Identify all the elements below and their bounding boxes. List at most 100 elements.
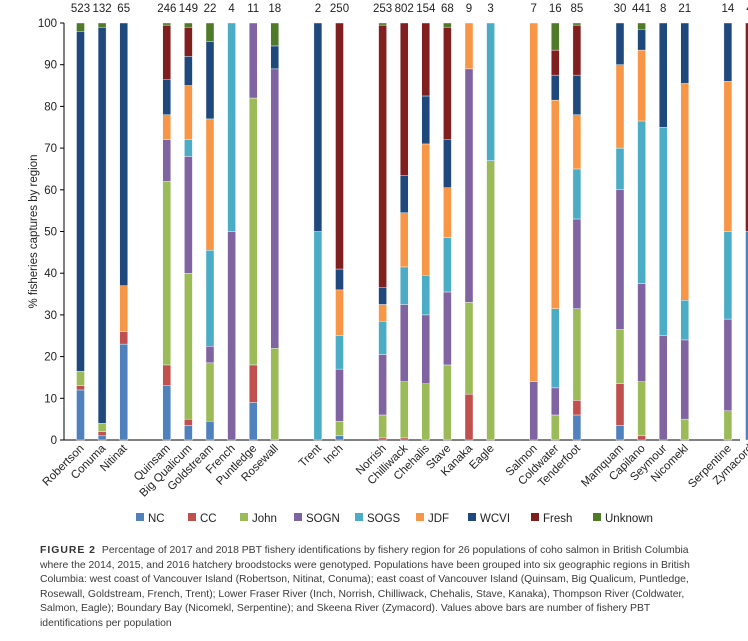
bar-segment-john <box>637 381 646 437</box>
legend-swatch <box>593 513 601 521</box>
bar-segment-sogn <box>529 381 538 441</box>
bar-segment-nc <box>335 435 344 441</box>
bar-segment-sogs <box>637 120 646 284</box>
bar-segment-sogn <box>464 68 474 303</box>
legend-label: SOGN <box>306 513 340 525</box>
bar-segment-wcvi <box>76 31 85 372</box>
bar-segment-fresh <box>162 24 172 80</box>
bar-segment-sogs <box>313 231 323 441</box>
x-tick-label: Inch <box>322 443 346 467</box>
legend-label: SOGS <box>367 513 401 525</box>
bar-segment-sogs <box>680 300 689 341</box>
bar-segment-fresh <box>184 26 193 57</box>
bar-segment-cc <box>378 437 387 441</box>
bar-segment-wcvi <box>97 26 107 424</box>
bar-segment-john <box>162 181 172 366</box>
bar-segment-cc <box>119 331 128 345</box>
bar-segment-nc <box>572 414 582 441</box>
bar-segment-cc <box>184 418 193 426</box>
bar-segment-fresh <box>400 22 409 176</box>
bar-segment-john <box>400 381 409 439</box>
bar-segment-unknown <box>205 22 215 42</box>
legend-label: WCVI <box>480 513 510 525</box>
bar-segment-sogn <box>680 339 689 420</box>
bar-segment-jdf <box>615 64 625 149</box>
bar-segment-jdf <box>162 114 172 140</box>
bar-segment-wcvi <box>659 22 668 128</box>
bar-segment-jdf <box>119 285 128 332</box>
bar-segment-sogn <box>205 345 215 364</box>
bar-segment-wcvi <box>723 22 733 82</box>
bar-segment-nc <box>248 402 258 441</box>
bar-segment-sogs <box>443 237 452 293</box>
bar-segment-sogn <box>184 156 193 274</box>
n-label: 85 <box>571 3 584 15</box>
bar-segment-sogn <box>659 335 668 441</box>
bar-segment-cc <box>464 393 474 441</box>
n-label: 68 <box>441 3 454 15</box>
bar-segment-cc <box>400 437 409 441</box>
bar-segment-sogn <box>615 189 625 330</box>
n-label: 18 <box>268 3 281 15</box>
bar-segment-jdf <box>378 304 387 322</box>
bar-segment-wcvi <box>162 79 172 115</box>
y-tick-label: 20 <box>44 352 57 364</box>
bar-segment-john <box>76 370 85 386</box>
bar-segment-jdf <box>421 143 430 276</box>
bar-segment-cc <box>162 364 172 386</box>
y-tick-label: 30 <box>44 310 57 322</box>
bar-segment-unknown <box>378 22 387 26</box>
bar-segment-john <box>248 97 258 366</box>
bar-segment-john <box>184 273 193 420</box>
bar-segment-john <box>723 410 733 441</box>
bar-segment-cc <box>76 385 85 391</box>
legend-swatch <box>355 513 363 521</box>
bar-segment-wcvi <box>270 45 279 70</box>
bar-segment-wcvi <box>313 22 323 232</box>
n-label: 21 <box>678 3 691 15</box>
legend-swatch <box>531 513 539 521</box>
bar-segment-nc <box>205 421 215 441</box>
bar-segment-wcvi <box>400 175 409 213</box>
bar-segment-sogs <box>615 147 625 191</box>
y-tick-label: 0 <box>51 435 57 447</box>
bar-segment-nc <box>745 231 748 441</box>
bar-segment-jdf <box>400 212 409 268</box>
n-label: 4 <box>228 3 235 15</box>
bar-segment-wcvi <box>378 287 387 305</box>
bar-segment-unknown <box>443 22 452 28</box>
bar-segment-fresh <box>335 22 344 270</box>
bar-segment-sogn <box>270 68 279 349</box>
y-axis-title: % fisheries captures by region <box>28 154 40 308</box>
legend-label: Fresh <box>543 513 572 525</box>
bar-segment-john <box>572 308 582 401</box>
bar-segment-wcvi <box>572 74 582 115</box>
bar-segment-john <box>486 160 495 441</box>
y-tick-label: 10 <box>44 393 57 405</box>
bar-segment-jdf <box>464 22 474 70</box>
bar-segment-sogn <box>443 291 452 366</box>
bar-segment-wcvi <box>205 41 215 120</box>
n-label: 4 <box>746 3 748 15</box>
bar-segment-sogn <box>378 354 387 416</box>
x-tick-label: Trent <box>297 442 325 470</box>
bar-segment-wcvi <box>551 74 560 101</box>
n-label: 246 <box>157 3 176 15</box>
bar-segment-john <box>335 421 344 437</box>
bar-segment-sogn <box>227 231 236 441</box>
bar-segment-fresh <box>421 22 430 97</box>
bar-segment-nc <box>184 425 193 441</box>
bar-segment-jdf <box>680 83 689 301</box>
bar-segment-unknown <box>637 22 646 30</box>
y-tick-label: 100 <box>38 18 57 30</box>
bar-segment-jdf <box>184 85 193 140</box>
bar-segment-nc <box>119 343 128 441</box>
n-label: 250 <box>330 3 349 15</box>
bar-segment-sogn <box>572 218 582 309</box>
bar-segment-jdf <box>551 99 560 309</box>
bar-segment-cc <box>572 400 582 416</box>
n-label: 3 <box>487 3 493 15</box>
bar-segment-fresh <box>443 26 452 140</box>
bar-segment-jdf <box>529 22 538 382</box>
n-label: 802 <box>395 3 414 15</box>
